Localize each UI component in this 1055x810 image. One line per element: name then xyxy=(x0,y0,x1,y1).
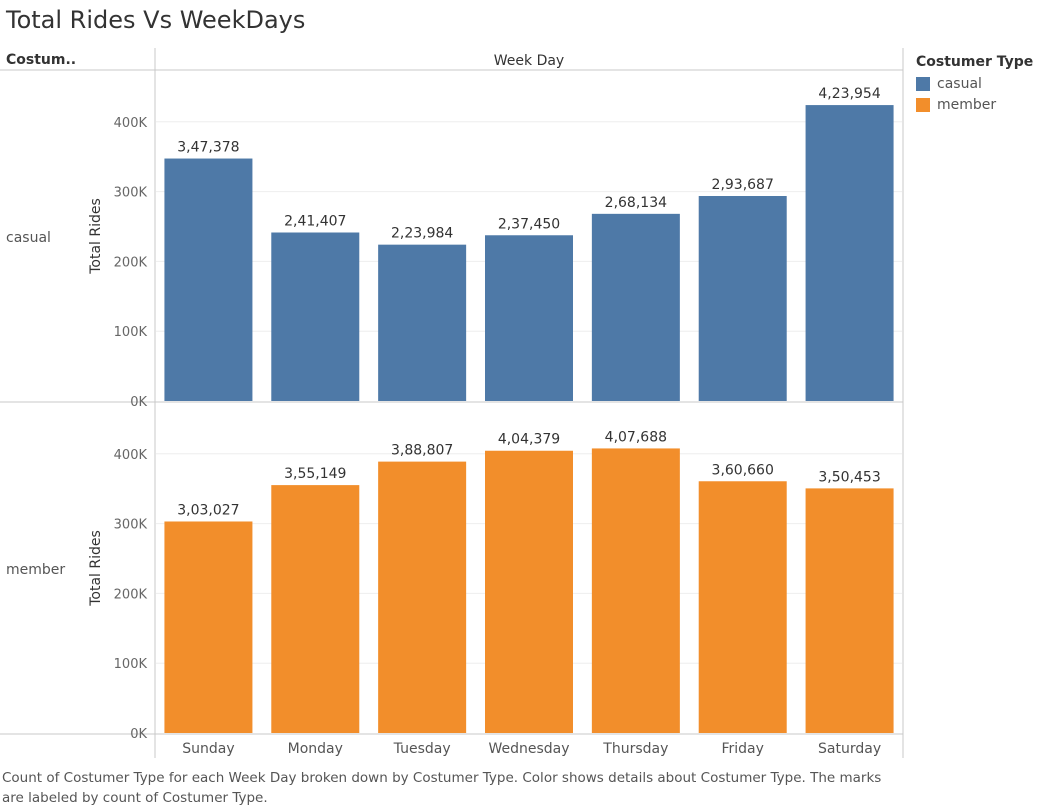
bar-casual-friday[interactable] xyxy=(698,196,787,401)
y-tick-label: 100K xyxy=(114,325,148,340)
bar-casual-sunday[interactable] xyxy=(164,158,253,401)
bar-member-saturday[interactable] xyxy=(805,488,894,733)
data-label: 3,47,378 xyxy=(177,140,239,156)
x-tick-label: Thursday xyxy=(602,741,668,757)
legend-item-member[interactable]: member xyxy=(916,94,1033,115)
legend-label-casual: casual xyxy=(937,75,982,92)
data-label: 2,23,984 xyxy=(391,226,453,242)
chart-title: Total Rides Vs WeekDays xyxy=(6,6,306,34)
data-label: 3,88,807 xyxy=(391,443,453,459)
legend-swatch-casual xyxy=(916,76,930,91)
legend: Costumer Type casual member xyxy=(916,54,1033,115)
bar-member-sunday[interactable] xyxy=(164,521,253,733)
legend-label-member: member xyxy=(937,96,997,113)
panel-frame xyxy=(0,48,904,758)
bar-casual-tuesday[interactable] xyxy=(378,244,467,401)
bar-member-thursday[interactable] xyxy=(591,448,680,733)
legend-item-casual[interactable]: casual xyxy=(916,73,1033,94)
x-tick-label: Tuesday xyxy=(393,741,451,757)
y-tick-label: 100K xyxy=(114,657,148,672)
bar-casual-monday[interactable] xyxy=(271,232,360,401)
bar-casual-wednesday[interactable] xyxy=(485,235,573,401)
y-tick-label: 400K xyxy=(114,116,148,131)
data-label: 2,37,450 xyxy=(498,216,560,232)
bar-member-monday[interactable] xyxy=(271,485,360,733)
y-tick-label: 300K xyxy=(114,186,148,201)
data-label: 2,41,407 xyxy=(284,213,346,229)
bar-casual-saturday[interactable] xyxy=(805,105,894,401)
data-label: 4,23,954 xyxy=(818,86,880,102)
panel-member: member 0K 100K 200K 300K 400K Total Rides 3,03,… xyxy=(6,429,902,742)
y-tick-label: 0K xyxy=(130,395,147,410)
x-tick-label: Friday xyxy=(721,741,763,757)
bar-member-tuesday[interactable] xyxy=(378,461,467,733)
bar-casual-thursday[interactable] xyxy=(591,213,680,401)
legend-title: Costumer Type xyxy=(916,54,1034,70)
data-label: 2,68,134 xyxy=(605,195,667,211)
row-label-member: member xyxy=(6,562,65,578)
data-label: 3,55,149 xyxy=(284,466,346,482)
panel-casual: casual 0K 100K 200K 300K 400K Total Rides 3,47,… xyxy=(6,86,902,410)
x-tick-label: Wednesday xyxy=(488,741,569,757)
y-tick-label: 200K xyxy=(114,587,148,602)
y-axis-label: Total Rides xyxy=(88,198,104,275)
data-label: 4,04,379 xyxy=(498,432,560,448)
legend-swatch-member xyxy=(916,97,930,112)
data-label: 4,07,688 xyxy=(605,429,667,445)
y-tick-label: 0K xyxy=(130,727,147,742)
x-tick-label: Saturday xyxy=(818,741,881,757)
data-label: 2,93,687 xyxy=(712,177,774,193)
column-header: Week Day xyxy=(494,53,564,69)
y-tick-label: 200K xyxy=(114,255,148,270)
x-tick-label: Monday xyxy=(288,741,343,757)
x-tick-label: Sunday xyxy=(182,741,234,757)
y-tick-label: 300K xyxy=(114,518,148,533)
row-header: Costum.. xyxy=(6,52,76,68)
chart-caption: Count of Costumer Type for each Week Day… xyxy=(2,770,882,806)
y-tick-label: 400K xyxy=(114,448,148,463)
data-label: 3,60,660 xyxy=(712,462,774,478)
data-label: 3,50,453 xyxy=(818,469,880,485)
data-label: 3,03,027 xyxy=(177,502,239,518)
row-label-casual: casual xyxy=(6,230,51,246)
bar-member-wednesday[interactable] xyxy=(485,450,573,733)
bar-member-friday[interactable] xyxy=(698,481,787,733)
y-axis-label: Total Rides xyxy=(88,530,104,607)
